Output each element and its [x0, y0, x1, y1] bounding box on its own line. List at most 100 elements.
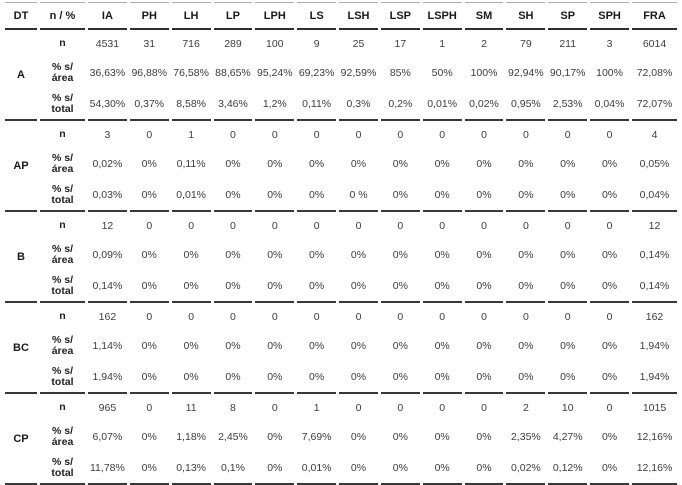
column-header-lph: LPH — [255, 2, 295, 30]
cell-bc-fra: 1,94% — [632, 361, 677, 394]
row-label: % s/área — [51, 151, 74, 175]
cell-a-ph: 0,37% — [129, 88, 169, 121]
cell-cp-sp: 10 — [561, 401, 574, 414]
cell-ap-sh: 0% — [518, 157, 534, 170]
dt-label-cp: CP — [5, 394, 37, 485]
row-label: % s/área — [51, 242, 74, 266]
cell-a-sp: 211 — [559, 37, 577, 50]
cell-cp-lsp: 0% — [392, 430, 408, 443]
column-header-dt: DT — [5, 2, 37, 30]
row-label: n — [59, 128, 66, 140]
cell-b-ia: 12 — [101, 219, 114, 232]
cell-cp-lsh: 0% — [350, 430, 367, 443]
cell-cp-ls: 7,69% — [301, 430, 332, 443]
cell-b-lph: 0% — [255, 270, 295, 303]
row-label: n — [59, 37, 66, 49]
cell-a-sh: 79 — [520, 37, 532, 50]
cell-cp-lph: 0 — [271, 401, 278, 414]
cell-ap-ls: 0% — [309, 157, 325, 170]
cell-cp-sh: 2,35% — [510, 430, 541, 443]
row-label: n — [59, 219, 66, 231]
cell-bc-sh: 0 — [522, 310, 529, 323]
cell-b-sm: 0% — [476, 248, 492, 261]
column-header-sh: SH — [506, 2, 546, 30]
cell-bc-sh: 0% — [506, 361, 546, 394]
cell-ap-sh: 0 — [522, 128, 529, 141]
cell-a-sm: 100% — [470, 66, 498, 79]
dt-label-a: A — [5, 30, 37, 121]
cell-cp-ls: 0,01% — [297, 452, 337, 485]
row-label: % s/total — [40, 179, 85, 212]
column-header-lsph: LSPH — [422, 2, 462, 30]
cell-a-fra: 72,07% — [632, 88, 677, 121]
cell-bc-lsph: 0% — [422, 361, 462, 394]
cell-cp-sp: 0,12% — [548, 452, 588, 485]
cell-bc-sh: 0% — [518, 339, 534, 352]
cell-cp-ph: 0% — [129, 452, 169, 485]
cell-a-lsph: 50% — [431, 66, 453, 79]
cell-ap-lsph: 0% — [434, 157, 450, 170]
cell-a-sh: 92,94% — [508, 66, 544, 79]
cell-cp-fra: 12,16% — [636, 430, 673, 443]
row-label: % s/total — [40, 270, 85, 303]
dt-label-ap: AP — [5, 121, 37, 212]
cell-a-lp: 88,65% — [215, 66, 251, 79]
table-header: DT n / % IA PH LH LP LPH LS LSH LSP LSPH SM SH SP SPH F… — [5, 2, 677, 30]
cell-ap-sp: 0% — [548, 179, 588, 212]
cell-ap-lsph: 0% — [422, 179, 462, 212]
column-header-lp: LP — [213, 2, 253, 30]
cell-bc-ia: 1,94% — [88, 361, 127, 394]
cell-ap-ls: 0% — [297, 179, 337, 212]
cell-ap-ph: 0 — [146, 128, 153, 141]
group-ap-row-1: % s/área 0,02% 0% 0,11% 0% 0% 0% 0% 0% 0% 0% 0% 0% 0%… — [5, 148, 677, 179]
cell-b-lph: 0% — [267, 248, 283, 261]
cell-ap-sph: 0% — [590, 179, 629, 212]
cell-a-lph: 100 — [266, 37, 284, 50]
cell-bc-lh: 0% — [171, 361, 211, 394]
cell-bc-ph: 0% — [129, 361, 169, 394]
cell-ap-lsph: 0 — [439, 128, 446, 141]
row-label: % s/total — [40, 361, 85, 394]
cell-bc-lsh: 0% — [350, 339, 367, 352]
group-b-row-1: % s/área 0,09% 0% 0% 0% 0% 0% 0% 0% 0% 0% 0% 0% 0% 0,1… — [5, 239, 677, 270]
cell-bc-ph: 0% — [141, 339, 157, 352]
column-header-ph: PH — [129, 2, 169, 30]
cell-cp-lsph: 0% — [422, 452, 462, 485]
cell-ap-sp: 0% — [560, 157, 576, 170]
cell-b-sm: 0 — [481, 219, 487, 232]
cell-cp-sph: 0% — [601, 430, 618, 443]
cell-cp-lsph: 0% — [434, 430, 450, 443]
cell-b-sph: 0 — [606, 219, 613, 232]
cell-b-ia: 0,14% — [88, 270, 127, 303]
cell-cp-lsh: 0 — [355, 401, 362, 414]
cell-a-ls: 0,11% — [297, 88, 337, 121]
group-cp-row-2: % s/total 11,78% 0% 0,13% 0,1% 0% 0,01% 0% 0% 0% 0… — [5, 452, 677, 485]
cell-bc-lh: 0 — [188, 310, 195, 323]
cell-ap-sm: 0 — [481, 128, 487, 141]
cell-cp-sh: 0,02% — [506, 452, 546, 485]
cell-cp-ph: 0 — [146, 401, 153, 414]
cell-bc-lph: 0% — [255, 361, 295, 394]
cell-cp-sh: 2 — [522, 401, 529, 414]
cell-ap-sh: 0% — [506, 179, 546, 212]
column-header-ls: LS — [297, 2, 337, 30]
cell-ap-lp: 0% — [225, 157, 241, 170]
cell-b-lsp: 0 — [397, 219, 404, 232]
cell-ap-ph: 0% — [129, 179, 169, 212]
cell-bc-sph: 0% — [601, 339, 618, 352]
cell-b-ph: 0% — [129, 270, 169, 303]
cell-ap-ia: 0,03% — [88, 179, 127, 212]
cell-ap-sm: 0% — [476, 157, 492, 170]
cell-a-ia: 36,63% — [89, 66, 126, 79]
cell-b-fra: 0,14% — [632, 270, 677, 303]
cell-ap-lh: 0,01% — [171, 179, 211, 212]
column-header-sp: SP — [548, 2, 588, 30]
cell-ap-lsh: 0 — [355, 128, 362, 141]
row-label: % s/total — [40, 88, 85, 121]
cell-b-sp: 0 — [564, 219, 571, 232]
cell-a-lp: 3,46% — [213, 88, 253, 121]
cell-ap-sm: 0% — [464, 179, 504, 212]
cell-bc-sp: 0% — [560, 339, 576, 352]
